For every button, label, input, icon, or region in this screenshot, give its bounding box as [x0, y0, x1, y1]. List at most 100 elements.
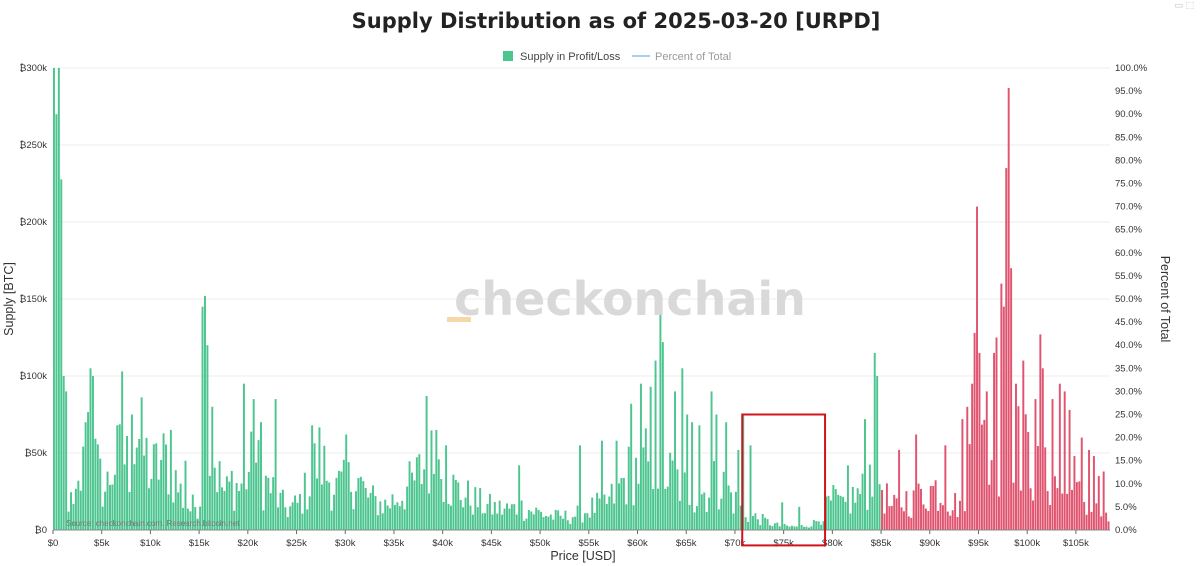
- x-tick-label: $25k: [286, 538, 307, 549]
- bar: [1036, 446, 1039, 530]
- bar: [549, 514, 552, 530]
- bar: [113, 474, 116, 530]
- bar: [484, 513, 487, 530]
- bar: [1061, 493, 1064, 530]
- bar: [778, 526, 781, 530]
- bar: [369, 492, 372, 530]
- bar: [172, 502, 175, 530]
- bar: [890, 505, 893, 530]
- bar: [281, 489, 284, 530]
- bar: [605, 504, 608, 530]
- bar: [949, 515, 952, 530]
- bar: [152, 444, 155, 530]
- bar: [428, 493, 431, 530]
- bar: [445, 445, 448, 530]
- bar: [769, 525, 771, 530]
- bar: [165, 444, 167, 530]
- bar: [820, 524, 823, 530]
- bar: [94, 438, 97, 530]
- bar: [635, 457, 638, 530]
- bar: [929, 486, 932, 530]
- bar: [878, 484, 881, 530]
- bar: [676, 469, 679, 530]
- bar: [720, 498, 723, 530]
- legend-label-supply[interactable]: Supply in Profit/Loss: [520, 51, 621, 63]
- x-tick-label: $55k: [579, 538, 600, 549]
- bar: [883, 513, 886, 530]
- bar: [196, 518, 199, 530]
- x-axis-ticks: $0 $5k $10k $15k $20k $25k $30k $35k $40k $45k $50…: [48, 529, 1110, 549]
- bar: [844, 501, 847, 530]
- bar: [727, 485, 730, 530]
- bar: [781, 502, 784, 530]
- bar: [839, 495, 842, 530]
- bar: [618, 483, 620, 530]
- bar: [693, 512, 696, 530]
- bar: [250, 431, 253, 530]
- bar: [457, 482, 460, 530]
- bar: [895, 498, 898, 530]
- bar: [328, 482, 331, 530]
- bar: [997, 496, 1000, 530]
- bar: [776, 522, 779, 530]
- bar: [177, 492, 180, 530]
- bar: [793, 526, 796, 530]
- bar: [294, 495, 297, 530]
- bar: [1017, 406, 1020, 530]
- bar: [186, 508, 189, 530]
- bar: [476, 507, 479, 530]
- legend[interactable]: Supply in Profit/Loss Percent of Total: [503, 51, 731, 63]
- bar: [111, 484, 114, 530]
- bar: [971, 383, 974, 530]
- bar: [464, 497, 467, 530]
- bar: [600, 440, 603, 530]
- bar: [403, 509, 406, 530]
- bar: [1075, 482, 1078, 530]
- bar: [703, 492, 706, 530]
- bar: [1073, 456, 1076, 530]
- bar: [866, 509, 869, 530]
- legend-label-percent[interactable]: Percent of Total: [655, 51, 731, 63]
- bar: [393, 504, 396, 530]
- bar: [493, 501, 496, 530]
- bar: [980, 424, 983, 530]
- bar: [751, 515, 754, 530]
- bar: [87, 412, 90, 530]
- bar: [1071, 489, 1073, 530]
- bar: [1007, 88, 1010, 531]
- bar: [467, 480, 469, 530]
- bar: [442, 501, 445, 530]
- bar: [995, 337, 998, 530]
- bar: [1002, 306, 1005, 530]
- x-tick-label: $0: [48, 538, 59, 549]
- bar: [503, 508, 506, 530]
- bar: [759, 525, 762, 530]
- bar: [790, 525, 793, 530]
- bar: [506, 503, 508, 530]
- bar: [459, 500, 462, 530]
- bar: [805, 526, 808, 530]
- bar: [211, 406, 214, 530]
- bar: [345, 434, 348, 530]
- y2-axis-ticks: 0.0% 5.0% 10.0% 15.0% 20.0% 25.0% 30.0% 35.0% 40…: [1115, 63, 1148, 536]
- bar: [147, 488, 150, 530]
- bar: [664, 488, 667, 530]
- bar: [652, 489, 655, 530]
- x-tick-label: $35k: [384, 538, 405, 549]
- bar: [221, 487, 223, 530]
- y2-tick-label: 75.0%: [1115, 179, 1142, 190]
- y2-tick-label: 70.0%: [1115, 202, 1142, 213]
- bar: [554, 509, 557, 530]
- bar: [934, 480, 937, 530]
- bar: [269, 493, 272, 530]
- bar: [927, 511, 930, 530]
- bar: [812, 520, 815, 530]
- bar: [868, 464, 871, 530]
- bar: [218, 461, 221, 530]
- bar: [252, 399, 255, 530]
- x-tick-label: $65k: [676, 538, 697, 549]
- bar: [486, 504, 489, 530]
- bar: [79, 490, 82, 530]
- bar: [786, 525, 789, 530]
- bar: [518, 465, 521, 530]
